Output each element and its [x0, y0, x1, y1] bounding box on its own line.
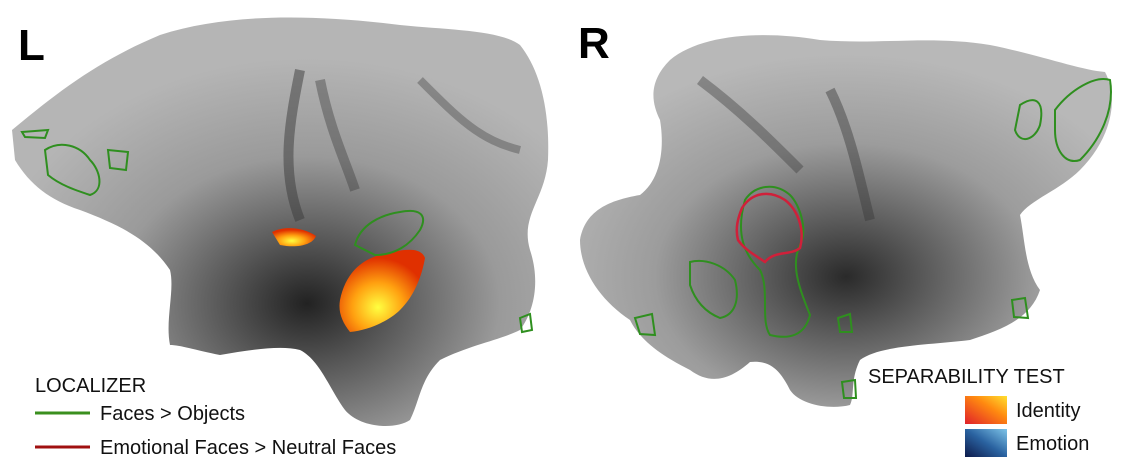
localizer-outlines [633, 78, 1112, 399]
sulcus [696, 76, 804, 174]
legend-title: SEPARABILITY TEST [868, 366, 1065, 388]
legend-label: Emotion [1016, 433, 1089, 455]
localizer-outlines [20, 128, 534, 334]
sulcus [825, 87, 875, 222]
legend-label: Faces > Objects [100, 403, 245, 425]
hemisphere-label: R [578, 19, 610, 68]
legend-swatch [965, 396, 1007, 424]
emotion-outline [735, 192, 803, 264]
legend-label: Identity [1016, 400, 1080, 422]
sulcus [417, 77, 521, 154]
legend-swatch [965, 429, 1007, 457]
left-hemisphere [12, 17, 549, 426]
right-hemisphere [580, 35, 1112, 407]
sulcus [315, 79, 360, 192]
sulcus [283, 69, 305, 222]
legend-label: Emotional Faces > Neutral Faces [100, 437, 396, 459]
legend-title: LOCALIZER [35, 375, 146, 397]
activation [272, 228, 316, 247]
activation [339, 249, 425, 332]
hemisphere-label: L [18, 21, 45, 70]
